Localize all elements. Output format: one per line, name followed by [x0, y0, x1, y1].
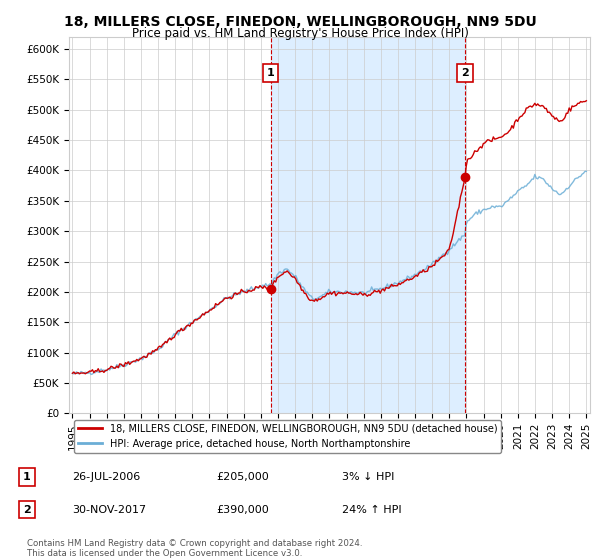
Text: £205,000: £205,000 [216, 472, 269, 482]
Legend: 18, MILLERS CLOSE, FINEDON, WELLINGBOROUGH, NN9 5DU (detached house), HPI: Avera: 18, MILLERS CLOSE, FINEDON, WELLINGBOROU… [74, 420, 502, 452]
Text: 3% ↓ HPI: 3% ↓ HPI [342, 472, 394, 482]
Text: 2: 2 [23, 505, 31, 515]
Text: Contains HM Land Registry data © Crown copyright and database right 2024.
This d: Contains HM Land Registry data © Crown c… [27, 539, 362, 558]
Text: 26-JUL-2006: 26-JUL-2006 [72, 472, 140, 482]
Text: 1: 1 [267, 68, 275, 78]
Text: 30-NOV-2017: 30-NOV-2017 [72, 505, 146, 515]
Text: 18, MILLERS CLOSE, FINEDON, WELLINGBOROUGH, NN9 5DU: 18, MILLERS CLOSE, FINEDON, WELLINGBOROU… [64, 15, 536, 29]
Text: 1: 1 [23, 472, 31, 482]
Text: Price paid vs. HM Land Registry's House Price Index (HPI): Price paid vs. HM Land Registry's House … [131, 27, 469, 40]
Text: 2: 2 [461, 68, 469, 78]
Bar [271, 37, 465, 413]
Text: £390,000: £390,000 [216, 505, 269, 515]
Text: 24% ↑ HPI: 24% ↑ HPI [342, 505, 401, 515]
